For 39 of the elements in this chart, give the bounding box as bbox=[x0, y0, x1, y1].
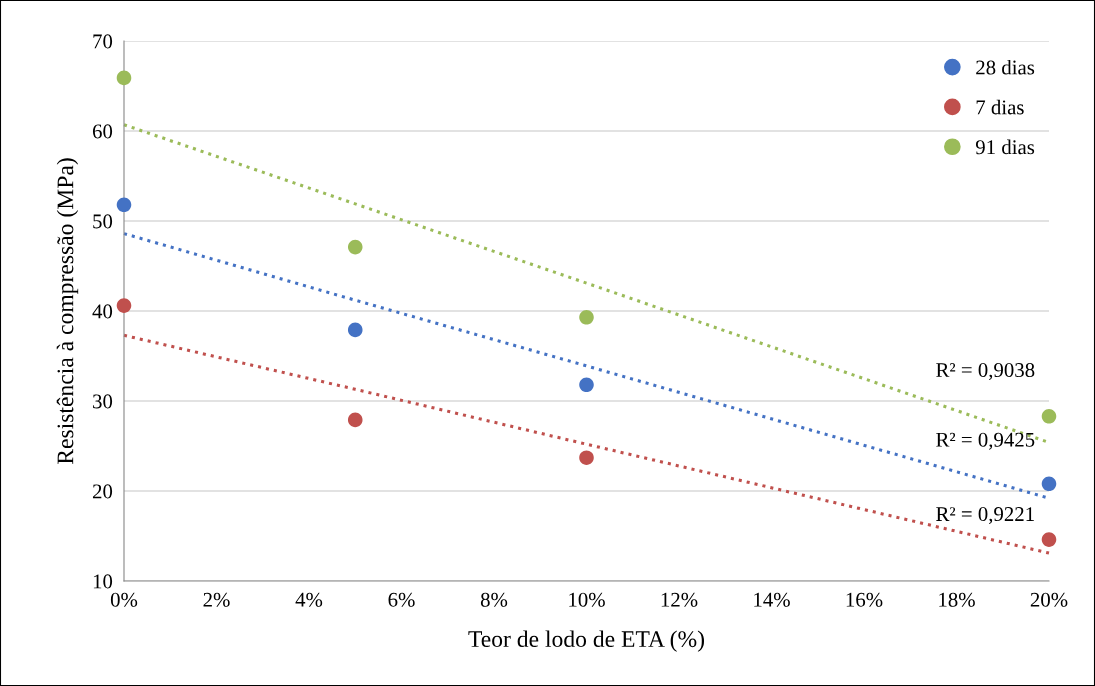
legend-label: 7 dias bbox=[976, 99, 1024, 115]
y-tick-label: 50 bbox=[93, 214, 113, 229]
x-tick-label: 2% bbox=[203, 592, 230, 607]
y-tick-label: 60 bbox=[92, 124, 113, 139]
point bbox=[1041, 532, 1057, 547]
x-tick-label: 0% bbox=[110, 592, 138, 607]
annotation: R² = 0,9425 bbox=[936, 432, 1035, 450]
y-tick-label: 40 bbox=[92, 304, 113, 319]
point bbox=[1041, 476, 1057, 492]
point bbox=[579, 310, 594, 325]
x-tick-label: 14% bbox=[754, 592, 790, 607]
y-tick-label: 30 bbox=[93, 394, 113, 409]
line-series bbox=[122, 333, 1051, 555]
x-tick-label: 16% bbox=[846, 592, 883, 607]
legend-label: 91 dias bbox=[975, 139, 1035, 155]
y-tick-label: 20 bbox=[92, 484, 113, 499]
x-tick-label: 20% bbox=[1030, 592, 1068, 607]
x-tick-label: 12% bbox=[661, 592, 698, 607]
x-tick-label: 4% bbox=[295, 592, 323, 607]
point bbox=[347, 412, 363, 428]
point bbox=[116, 70, 132, 86]
x-tick-label: 6% bbox=[388, 592, 415, 607]
y-tick-label: 70 bbox=[93, 34, 113, 49]
point bbox=[116, 197, 132, 213]
y-tick-label: 10 bbox=[93, 574, 113, 589]
x-axis-title: Teor de lodo de ETA (%) bbox=[468, 630, 704, 652]
legend-label: 28 dias bbox=[976, 59, 1035, 75]
point bbox=[347, 322, 363, 338]
y-axis-title: Resistência à compressão (MPa) bbox=[56, 158, 79, 465]
point bbox=[579, 377, 594, 393]
x-tick-label: 18% bbox=[939, 592, 975, 607]
point bbox=[116, 298, 132, 313]
point bbox=[1041, 409, 1057, 424]
x-tick-label: 10% bbox=[569, 592, 605, 607]
x-tick-label: 8% bbox=[480, 592, 508, 607]
point bbox=[347, 239, 363, 255]
annotation: R² = 0,9038 bbox=[936, 363, 1035, 381]
annotation: R² = 0,9221 bbox=[936, 507, 1034, 525]
point bbox=[579, 450, 594, 465]
